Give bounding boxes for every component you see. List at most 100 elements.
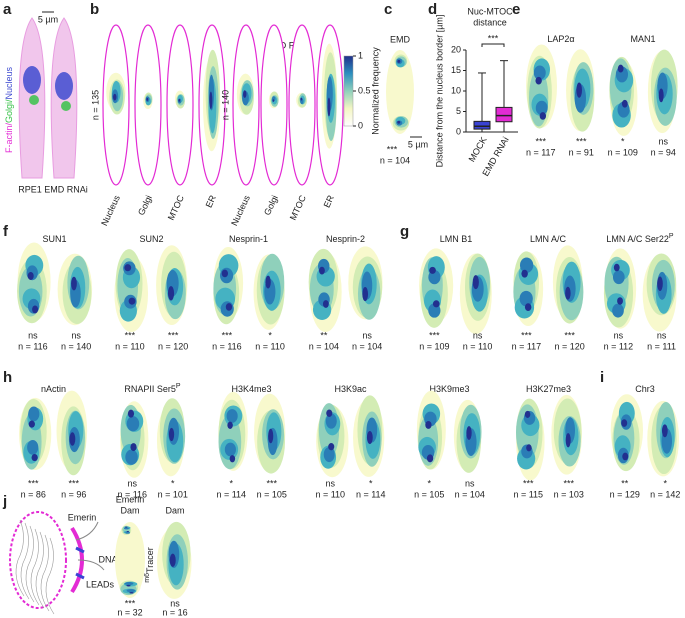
sample-size: n = 94 <box>651 147 676 157</box>
x-tick-label: MOCK <box>467 135 489 163</box>
sample-size: n = 110 <box>463 341 493 351</box>
density-map <box>308 248 342 333</box>
target-name-text: H3K9me3 <box>429 384 469 394</box>
box <box>473 120 491 130</box>
density-level <box>397 120 401 124</box>
target-name: Dam <box>165 505 184 515</box>
column-label: MTOC <box>288 193 308 222</box>
density-map <box>296 92 308 108</box>
column-label: Golgi <box>136 194 154 217</box>
density-map <box>642 253 677 332</box>
significance: *** <box>266 478 277 488</box>
target-name: LMN A/C <box>530 234 567 244</box>
significance: *** <box>521 330 532 340</box>
panel-label: i <box>600 369 604 386</box>
density-level <box>127 409 135 418</box>
sample-size: n = 101 <box>158 489 188 499</box>
chromatin <box>25 525 35 603</box>
significance: ns <box>658 136 668 146</box>
density-map <box>119 579 141 596</box>
density-map <box>203 49 221 152</box>
sample-size: n = 116 <box>18 341 48 351</box>
target-name: Emerin <box>116 494 145 504</box>
channel-name: Nucleus <box>4 66 14 99</box>
schematic-label: Emerin <box>68 512 97 522</box>
sample-size: n = 109 <box>419 341 449 351</box>
target-name: H3K27me3 <box>526 384 571 394</box>
sample-size: n = 96 <box>61 489 86 499</box>
density-level <box>31 453 38 462</box>
significance: *** <box>488 33 499 43</box>
chromatin <box>30 528 40 606</box>
density-level <box>535 76 542 85</box>
sample-size: n = 105 <box>257 489 287 499</box>
density-level <box>126 416 140 432</box>
panel-label: e <box>512 1 520 18</box>
density-level <box>124 582 134 586</box>
density-level <box>224 442 236 457</box>
density-map <box>392 54 408 72</box>
density-level <box>429 266 436 274</box>
cell-label: RPE1 <box>18 184 42 194</box>
significance: ns <box>362 330 372 340</box>
density-map <box>390 112 410 131</box>
density-level <box>658 88 664 103</box>
superscript: P <box>176 383 181 390</box>
superscript: m6 <box>144 573 151 583</box>
sample-size: n = 115 <box>513 489 543 499</box>
sample-size: n = 114 <box>216 489 246 499</box>
density-level <box>622 452 629 461</box>
density-map <box>459 253 492 335</box>
colorbar-tick-label: 0.5 <box>358 85 371 95</box>
significance: ns <box>325 478 335 488</box>
density-map <box>174 90 186 109</box>
target-name-text: LAP2α <box>547 34 574 44</box>
density-map <box>18 397 52 471</box>
density-map <box>143 92 153 110</box>
column-label: ER <box>204 193 219 209</box>
density-level <box>565 286 571 300</box>
y-tick-label: 10 <box>451 85 461 95</box>
panel-label: d <box>428 1 437 18</box>
density-map <box>106 72 126 115</box>
target-name: Nesprin-2 <box>326 234 365 244</box>
density-level <box>124 527 129 530</box>
target-name: LMN B1 <box>440 234 473 244</box>
column-label: Nucleus <box>99 193 122 227</box>
sample-size: n = 116 <box>117 489 147 499</box>
column-label: MTOC <box>166 193 186 222</box>
density-level <box>124 264 132 272</box>
sample-size: n = 129 <box>610 489 640 499</box>
sample-size: n = 91 <box>569 147 594 157</box>
target-name: Chr3 <box>635 384 655 394</box>
density-map <box>348 246 383 320</box>
significance: ** <box>621 478 629 488</box>
density-level <box>621 99 628 108</box>
colorbar-title: Normalized frequency <box>370 47 380 135</box>
sample-size: n = 110 <box>115 341 145 351</box>
density-level <box>169 553 176 567</box>
panel-label: b <box>90 1 99 18</box>
density-level <box>521 269 528 278</box>
significance: * <box>621 136 625 146</box>
target-name-text: LMN B1 <box>440 234 473 244</box>
significance: * <box>369 478 373 488</box>
significance: *** <box>125 598 136 608</box>
density-level <box>576 82 583 98</box>
channel-name: Golgi/ <box>4 99 14 123</box>
sample-size: n = 120 <box>158 341 188 351</box>
target-name-text: H3K27me3 <box>526 384 571 394</box>
density-level <box>225 303 233 311</box>
y-tick-label: 0 <box>456 126 461 136</box>
density-level <box>426 454 434 463</box>
panel-label: a <box>3 1 12 18</box>
density-level <box>326 409 333 417</box>
density-level <box>167 286 175 301</box>
chromatin <box>20 522 30 600</box>
target-name: LMN A/C Ser22P <box>606 233 674 244</box>
density-map <box>17 242 51 324</box>
density-map <box>552 245 584 324</box>
target-name: H3K9me3 <box>429 384 469 394</box>
density-level <box>129 591 134 594</box>
schematic-label: DNA <box>98 554 117 564</box>
